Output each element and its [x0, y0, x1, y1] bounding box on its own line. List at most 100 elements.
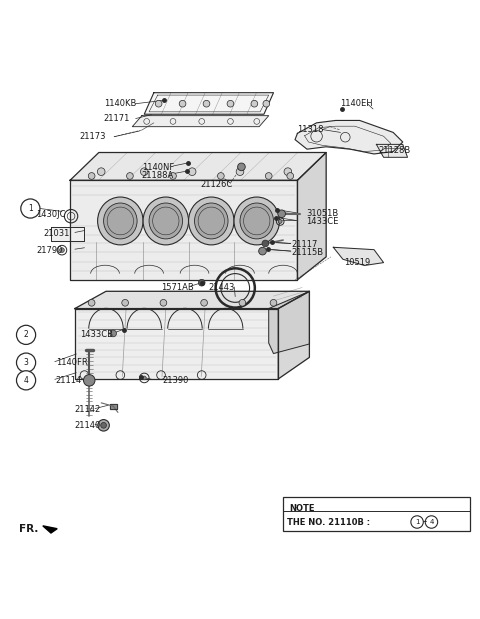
Text: –: – — [422, 517, 426, 527]
Text: 2: 2 — [24, 331, 28, 339]
Ellipse shape — [97, 197, 143, 245]
Ellipse shape — [149, 203, 182, 239]
Circle shape — [160, 300, 167, 306]
Circle shape — [122, 300, 129, 306]
Text: 4: 4 — [24, 376, 28, 385]
Circle shape — [21, 199, 40, 218]
Polygon shape — [333, 247, 384, 266]
Polygon shape — [376, 144, 408, 157]
Ellipse shape — [143, 197, 189, 245]
Bar — [283, 497, 470, 530]
Text: 1: 1 — [415, 519, 420, 525]
Circle shape — [201, 300, 207, 306]
Polygon shape — [51, 227, 84, 241]
Circle shape — [141, 168, 148, 176]
Polygon shape — [70, 180, 298, 280]
Polygon shape — [43, 526, 57, 533]
Circle shape — [284, 168, 292, 176]
Text: 31051B: 31051B — [306, 209, 338, 219]
Text: 3: 3 — [24, 358, 28, 367]
Text: 1140EH: 1140EH — [340, 99, 373, 108]
Circle shape — [287, 173, 294, 180]
Circle shape — [16, 353, 36, 372]
Circle shape — [88, 173, 95, 180]
Circle shape — [98, 420, 109, 431]
Polygon shape — [269, 292, 310, 353]
Circle shape — [198, 279, 205, 286]
Text: 21390: 21390 — [162, 376, 189, 385]
Text: FR.: FR. — [19, 524, 38, 534]
Text: 21171: 21171 — [104, 114, 130, 123]
Circle shape — [60, 248, 64, 253]
Text: 1: 1 — [28, 204, 33, 213]
Circle shape — [179, 100, 186, 107]
Circle shape — [203, 100, 210, 107]
Circle shape — [156, 100, 162, 107]
Text: 21140: 21140 — [75, 421, 101, 430]
Circle shape — [259, 247, 266, 255]
Circle shape — [88, 300, 95, 306]
Circle shape — [265, 173, 272, 180]
Text: 21790: 21790 — [36, 246, 63, 254]
Circle shape — [101, 422, 107, 428]
Polygon shape — [75, 308, 278, 379]
Circle shape — [97, 168, 105, 176]
Text: NOTE: NOTE — [289, 504, 314, 513]
Text: 1571AB: 1571AB — [161, 282, 194, 292]
Circle shape — [110, 330, 117, 337]
Ellipse shape — [234, 197, 279, 245]
Text: 21188A: 21188A — [142, 170, 174, 180]
Circle shape — [263, 100, 270, 107]
Circle shape — [262, 240, 269, 247]
Text: 21142: 21142 — [75, 405, 101, 414]
Circle shape — [188, 168, 196, 176]
Circle shape — [238, 163, 245, 171]
Text: 4: 4 — [429, 519, 433, 525]
Text: 1140NF: 1140NF — [142, 163, 174, 172]
Circle shape — [236, 168, 244, 176]
Polygon shape — [278, 292, 310, 379]
Ellipse shape — [104, 203, 137, 239]
Polygon shape — [132, 116, 269, 127]
Circle shape — [169, 173, 176, 180]
Circle shape — [270, 300, 277, 306]
Text: 21031: 21031 — [44, 229, 70, 238]
Circle shape — [84, 374, 95, 386]
Polygon shape — [110, 404, 117, 409]
Text: 11318: 11318 — [298, 125, 324, 134]
Text: 1140KB: 1140KB — [104, 99, 136, 108]
Text: 21126C: 21126C — [201, 180, 233, 189]
Text: 21117: 21117 — [292, 240, 318, 249]
Polygon shape — [144, 93, 274, 115]
Text: 1433CB: 1433CB — [80, 331, 113, 339]
Polygon shape — [298, 152, 326, 280]
Ellipse shape — [240, 203, 274, 239]
Text: 21114: 21114 — [56, 376, 82, 385]
Polygon shape — [295, 121, 403, 154]
Circle shape — [143, 376, 146, 380]
Text: THE NO. 21110B :: THE NO. 21110B : — [287, 517, 373, 527]
Circle shape — [217, 173, 224, 180]
Circle shape — [251, 100, 258, 107]
Text: 21128B: 21128B — [379, 146, 411, 155]
Text: 21115B: 21115B — [292, 248, 324, 256]
Circle shape — [227, 100, 234, 107]
Circle shape — [278, 210, 286, 218]
Text: 21443: 21443 — [208, 282, 234, 292]
Circle shape — [239, 300, 246, 306]
Ellipse shape — [194, 203, 228, 239]
Circle shape — [411, 516, 423, 528]
Circle shape — [16, 371, 36, 390]
Ellipse shape — [189, 197, 234, 245]
Text: 1140FR: 1140FR — [56, 358, 87, 367]
Circle shape — [425, 516, 438, 528]
Polygon shape — [70, 152, 326, 180]
Polygon shape — [75, 292, 310, 308]
Text: 21173: 21173 — [80, 132, 106, 141]
Text: 1433CE: 1433CE — [306, 217, 338, 226]
Text: 1430JC: 1430JC — [36, 210, 66, 219]
Circle shape — [127, 173, 133, 180]
Text: 10519: 10519 — [344, 258, 371, 267]
Circle shape — [16, 326, 36, 344]
Circle shape — [278, 220, 282, 223]
